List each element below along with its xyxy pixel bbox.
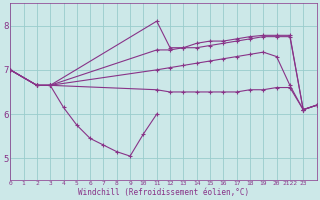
X-axis label: Windchill (Refroidissement éolien,°C): Windchill (Refroidissement éolien,°C) — [78, 188, 249, 197]
